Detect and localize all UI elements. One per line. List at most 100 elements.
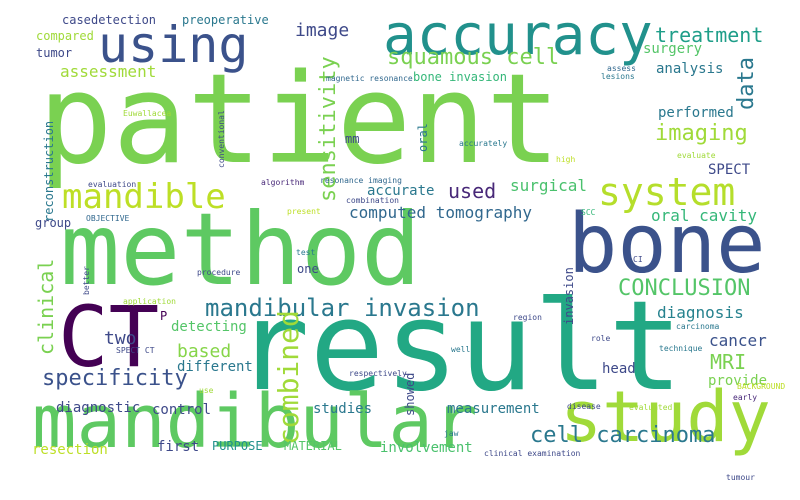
word-present: present	[287, 207, 321, 216]
word-case: case	[62, 13, 91, 27]
word-imaging: imaging	[655, 121, 748, 146]
word-compared: compared	[36, 29, 94, 43]
word-different: different	[177, 359, 253, 375]
word-evaluate: evaluate	[677, 151, 716, 160]
word-jaw: jaw	[444, 429, 459, 438]
word-study: study	[560, 376, 771, 458]
word-showed: showed	[403, 372, 417, 416]
word-accuracy: accuracy	[383, 3, 653, 68]
word-first: first	[157, 439, 200, 455]
word-oral: oral	[416, 123, 430, 152]
word-involvement: involvement	[380, 440, 473, 456]
word-algorithm: algorithm	[261, 178, 305, 187]
word-evaluation: evaluation	[88, 180, 137, 189]
word-p: P	[160, 309, 168, 323]
word-clinical-examination: clinical examination	[484, 449, 581, 458]
word-bone: bone	[568, 197, 766, 292]
word-preoperative: preoperative	[182, 13, 269, 27]
word-test: test	[296, 248, 316, 257]
word-procedure: procedure	[197, 268, 241, 277]
word-carcinoma: carcinoma	[676, 322, 720, 331]
word-surgery: surgery	[643, 41, 703, 57]
word-invasion: invasion	[562, 267, 576, 325]
word-based: based	[177, 341, 232, 362]
word-detecting: detecting	[171, 319, 247, 335]
word-using: using	[98, 16, 249, 74]
word-magnetic-resonance: magnetic resonance	[326, 74, 413, 83]
word-objective: OBJECTIVE	[86, 214, 130, 223]
word-used: used	[448, 179, 497, 203]
word-lesions: lesions	[601, 72, 635, 81]
word-resection: resection	[32, 442, 108, 458]
word-provide: provide	[708, 373, 768, 389]
word-combined: combined	[272, 310, 305, 445]
word-resonance-imaging: resonance imaging	[320, 176, 402, 185]
word-mandibular-invasion: mandibular invasion	[205, 294, 480, 322]
word-mri: MRI	[710, 350, 747, 374]
word-reconstruction: reconstruction	[42, 120, 56, 222]
word-region: region	[513, 313, 542, 322]
word-scc: SCC	[581, 208, 596, 217]
word-clinical: clinical	[34, 258, 58, 355]
word-use: use	[199, 386, 214, 395]
word-control: control	[152, 402, 212, 418]
word-combination: combination	[346, 196, 399, 205]
word-squamous-cell: squamous cell	[387, 45, 560, 70]
word-conclusion: CONCLUSION	[618, 276, 751, 301]
word-data: data	[734, 57, 759, 110]
word-disease: disease	[567, 402, 601, 411]
word-tumour: tumour	[726, 473, 755, 482]
word-head: head	[602, 361, 636, 377]
word-accurate: accurate	[367, 183, 435, 199]
word-method: method	[60, 191, 422, 308]
word-performed: performed	[658, 105, 734, 121]
word-role: role	[591, 334, 611, 343]
word-technique: technique	[659, 344, 703, 353]
word-diagnostic: diagnostic	[56, 400, 141, 416]
word-image: image	[295, 20, 350, 41]
word-accurately: accurately	[459, 139, 508, 148]
word-group: group	[35, 216, 72, 230]
word-material: MATERIAL	[284, 439, 342, 453]
word-surgical: surgical	[510, 176, 588, 195]
word-mandible: mandible	[62, 177, 226, 217]
word-application: application	[123, 297, 176, 306]
word-detection: detection	[91, 13, 157, 27]
word-treatment: treatment	[655, 23, 764, 47]
word-ci: CI	[633, 255, 643, 264]
word-background: BACKGROUND	[737, 382, 786, 391]
word-euwallacea: Euwallacea	[123, 109, 172, 118]
word-tumor: tumor	[36, 46, 73, 60]
word-two: two	[104, 328, 137, 349]
word-system: system	[598, 170, 736, 214]
word-specificity: specificity	[42, 366, 188, 391]
word-conventional: conventional	[217, 110, 226, 168]
word-one: one	[297, 262, 319, 276]
word-spect: SPECT	[708, 162, 751, 178]
word-result: result	[235, 275, 683, 419]
word-analysis: analysis	[656, 61, 724, 77]
word-cancer: cancer	[709, 331, 767, 350]
word-well: well	[451, 345, 471, 354]
word-ct: CT	[58, 288, 160, 386]
word-evaluated: evaluated	[629, 403, 673, 412]
word-assessment: assessment	[60, 62, 157, 81]
word-studies: studies	[313, 401, 373, 417]
word-respectively: respectively	[349, 369, 407, 378]
word-better: better	[82, 266, 91, 295]
word-patient: patient	[38, 48, 561, 192]
word-mm: mm	[345, 132, 360, 146]
word-mandibular: mandibular	[32, 379, 478, 465]
word-assess: assess	[607, 64, 636, 73]
word-measurement: measurement	[447, 401, 540, 417]
word-high: high	[556, 155, 576, 164]
word-computed-tomography: computed tomography	[349, 203, 533, 222]
word-spect-ct: SPECT CT	[116, 346, 155, 355]
word-diagnosis: diagnosis	[657, 303, 744, 322]
word-early: early	[733, 393, 758, 402]
word-oral-cavity: oral cavity	[651, 206, 757, 225]
word-cell-carcinoma: cell carcinoma	[530, 423, 716, 448]
word-purpose: PURPOSE	[212, 439, 263, 453]
word-bone-invasion: bone invasion	[413, 70, 507, 84]
